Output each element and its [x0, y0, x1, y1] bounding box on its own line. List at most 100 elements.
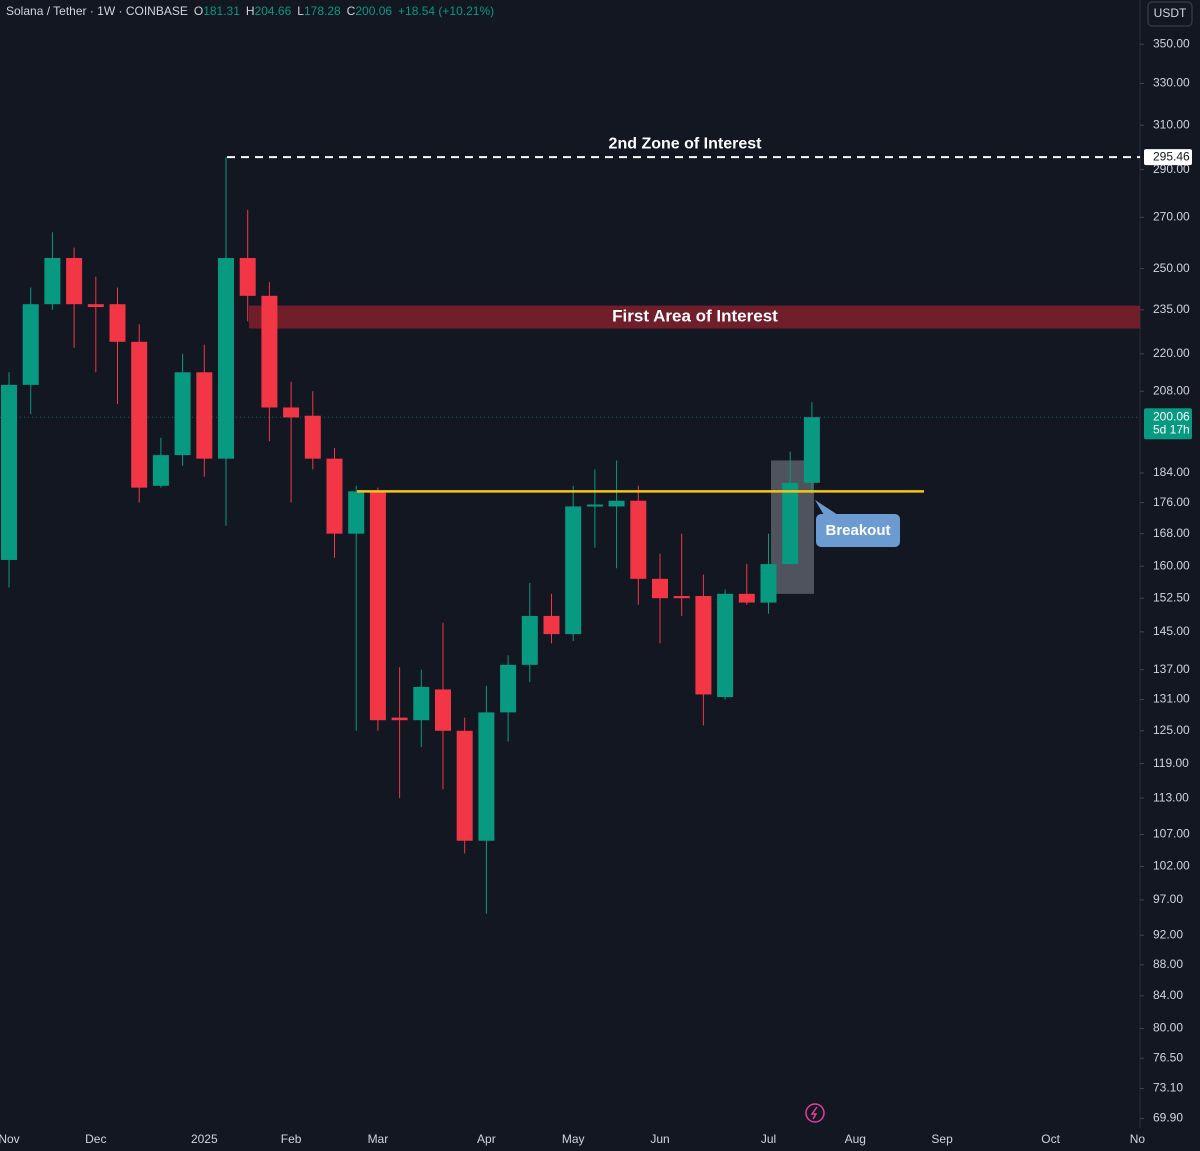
candle-body: [22, 304, 39, 385]
last-price-label: 200.06: [1153, 409, 1190, 423]
y-tick-label: 290.00: [1153, 162, 1190, 176]
last-price-box: [1144, 408, 1192, 440]
candle-body: [218, 258, 234, 459]
y-tick-label: 125.00: [1153, 723, 1190, 737]
x-tick-label: Mar: [368, 1132, 389, 1146]
candle-body: [87, 304, 104, 308]
change: +18.54 (+10.21%): [398, 4, 494, 18]
candle-body: [738, 593, 755, 603]
y-tick-label: 137.00: [1153, 662, 1190, 676]
candle-body: [369, 491, 386, 721]
x-tick-label: Jul: [761, 1132, 776, 1146]
candle-body: [1, 384, 17, 560]
interest-area: [249, 305, 1140, 329]
candle-body: [326, 458, 343, 534]
x-tick-label: May: [562, 1132, 585, 1146]
lightning-icon[interactable]: [805, 1103, 825, 1123]
x-tick-label: Oct: [1041, 1132, 1060, 1146]
lightning-bolt: [810, 1106, 818, 1120]
x-tick-label: Jun: [650, 1132, 669, 1146]
ohlc-value: 204.66: [255, 4, 292, 18]
x-tick-label: No: [1130, 1132, 1146, 1146]
y-tick-label: 119.00: [1153, 756, 1189, 770]
y-tick-label: 73.10: [1153, 1081, 1183, 1095]
ohlc-value: 181.31: [203, 4, 240, 18]
y-tick-label: 160.00: [1153, 558, 1190, 572]
y-tick-label: 176.00: [1153, 495, 1190, 509]
candle-body: [109, 304, 126, 342]
candle-body: [630, 500, 647, 579]
y-tick-label: 131.00: [1153, 692, 1190, 706]
candle-body: [543, 615, 560, 635]
y-tick-label: 84.00: [1153, 988, 1183, 1002]
candle-body: [174, 372, 191, 456]
ohlc-value: 178.28: [304, 4, 341, 18]
zone-price-label: 295.46: [1153, 149, 1190, 163]
ohlc-label: L: [297, 4, 304, 18]
breakout-callout: [816, 514, 900, 547]
candle-body: [500, 664, 517, 713]
y-tick-label: 168.00: [1153, 526, 1190, 540]
y-tick-label: 235.00: [1153, 302, 1190, 316]
callout-pointer: [815, 500, 838, 515]
x-tick-label: Sep: [931, 1132, 953, 1146]
y-tick-label: 208.00: [1153, 383, 1190, 397]
candle-body: [304, 415, 321, 459]
zone-price-box: [1144, 149, 1192, 166]
candle-body: [586, 504, 603, 507]
candle-body: [131, 341, 148, 488]
x-tick-label: Apr: [477, 1132, 496, 1146]
candle-body: [391, 717, 408, 721]
candle-body: [695, 596, 712, 695]
candle-body: [44, 258, 61, 305]
candle-body: [717, 593, 734, 697]
candle-body: [565, 506, 582, 635]
candle-body: [435, 689, 451, 731]
x-tick-label: Feb: [281, 1132, 302, 1146]
y-tick-label: 92.00: [1153, 927, 1183, 941]
candle-body: [803, 417, 820, 483]
y-tick-label: 145.00: [1153, 624, 1190, 638]
currency-button[interactable]: [1147, 1, 1193, 27]
y-tick-label: 310.00: [1153, 117, 1190, 131]
candle-body: [196, 372, 213, 459]
y-tick-label: 107.00: [1153, 827, 1190, 841]
y-tick-label: 97.00: [1153, 892, 1183, 906]
candle-body: [413, 686, 430, 721]
zone-label: 2nd Zone of Interest: [609, 135, 763, 152]
y-tick-label: 152.50: [1153, 590, 1190, 604]
y-tick-label: 330.00: [1153, 76, 1190, 90]
breakout-label: Breakout: [825, 522, 890, 539]
x-tick-label: Nov: [0, 1132, 20, 1146]
candle-body: [283, 407, 300, 418]
symbol: Solana / Tether · 1W · COINBASE: [6, 4, 188, 18]
x-tick-label: Aug: [845, 1132, 866, 1146]
y-tick-label: 250.00: [1153, 261, 1190, 275]
candle-body: [478, 712, 495, 841]
candle-body: [261, 295, 278, 408]
y-tick-label: 69.90: [1153, 1111, 1183, 1125]
ohlc-value: 200.06: [355, 4, 392, 18]
ohlc-label: H: [246, 4, 255, 18]
y-tick-label: 88.00: [1153, 957, 1183, 971]
candle-body: [521, 615, 538, 665]
ohlc-label: C: [347, 4, 356, 18]
x-tick-label: 2025: [191, 1132, 218, 1146]
candle-body: [66, 258, 83, 305]
y-tick-label: 76.50: [1153, 1050, 1183, 1064]
x-tick-label: Dec: [85, 1132, 106, 1146]
y-tick-label: 220.00: [1153, 346, 1190, 360]
y-tick-label: 184.00: [1153, 465, 1190, 479]
candle-body: [608, 500, 625, 507]
area-label: First Area of Interest: [612, 307, 778, 326]
ohlc-label: O: [194, 4, 203, 18]
currency[interactable]: USDT: [1154, 6, 1187, 20]
candle-body: [348, 491, 365, 534]
candle-body: [239, 258, 256, 296]
countdown-label: 5d 17h: [1153, 422, 1190, 436]
candle-body: [652, 578, 668, 599]
candle-body: [673, 596, 690, 599]
